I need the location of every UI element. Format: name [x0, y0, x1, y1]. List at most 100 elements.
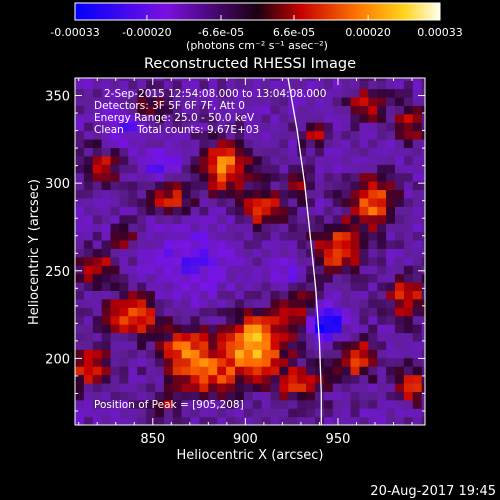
heatmap-cell — [252, 408, 263, 418]
heatmap-cell — [341, 307, 352, 317]
heatmap-cell — [75, 239, 85, 249]
heatmap-cell — [350, 181, 361, 191]
heatmap-cell — [252, 78, 263, 81]
heatmap-cell — [350, 391, 361, 401]
heatmap-cell — [110, 374, 121, 384]
heatmap-cell — [315, 122, 325, 132]
heatmap-cell — [128, 122, 138, 132]
heatmap-cell — [252, 80, 263, 90]
heatmap-cell — [137, 290, 147, 300]
heatmap-cell — [110, 172, 121, 182]
heatmap-cell — [172, 172, 183, 182]
heatmap-cell — [217, 223, 227, 233]
heatmap-cell — [172, 231, 183, 241]
heatmap-cell — [172, 357, 183, 367]
heatmap-cell — [163, 239, 174, 249]
heatmap-cell — [110, 88, 121, 98]
heatmap-cell — [350, 147, 361, 157]
heatmap-cell — [243, 256, 254, 266]
heatmap-cell — [288, 189, 298, 199]
heatmap-cell — [359, 80, 369, 90]
heatmap-cell — [403, 256, 414, 266]
heatmap-cell — [243, 80, 254, 90]
heatmap-cell — [181, 78, 192, 81]
heatmap-cell — [377, 147, 387, 157]
heatmap-cell — [323, 315, 334, 325]
heatmap-cell — [92, 223, 103, 233]
heatmap-cell — [146, 96, 156, 106]
heatmap-cell — [386, 382, 396, 392]
heatmap-cell — [261, 164, 272, 174]
heatmap-cell — [190, 80, 201, 90]
heatmap-cell — [306, 181, 316, 191]
heatmap-cell — [368, 206, 378, 216]
heatmap-cell — [368, 155, 378, 165]
heatmap-cell — [83, 391, 94, 401]
heatmap-cell — [350, 298, 361, 308]
heatmap-cell — [235, 416, 245, 425]
heatmap-cell — [181, 147, 192, 157]
heatmap-cell — [341, 340, 352, 350]
heatmap-cell — [163, 231, 174, 241]
heatmap-cell — [270, 290, 281, 300]
heatmap-cell — [368, 214, 378, 224]
heatmap-cell — [83, 181, 94, 191]
heatmap-cell — [217, 122, 227, 132]
heatmap-cell — [377, 138, 387, 148]
heatmap-cell — [288, 290, 298, 300]
heatmap-cell — [190, 256, 201, 266]
heatmap-cell — [386, 155, 396, 165]
heatmap-cell — [190, 357, 201, 367]
heatmap-cell — [421, 181, 425, 191]
solar-limb-line — [287, 78, 322, 425]
heatmap-cell — [297, 147, 307, 157]
heatmap-cell — [190, 223, 201, 233]
heatmap-cell — [377, 399, 387, 409]
heatmap-cell — [163, 374, 174, 384]
heatmap-cell — [235, 206, 245, 216]
heatmap-cell — [403, 239, 414, 249]
heatmap-cell — [288, 340, 298, 350]
heatmap-cell — [119, 399, 129, 409]
heatmap-cell — [155, 189, 165, 199]
heatmap-cell — [421, 315, 425, 325]
heatmap-cell — [377, 374, 387, 384]
heatmap-cell — [306, 105, 316, 115]
heatmap-cell — [315, 315, 325, 325]
heatmap-cell — [199, 113, 209, 123]
heatmap-cell — [261, 265, 272, 275]
heatmap-cell — [181, 96, 192, 106]
heatmap-cell — [110, 231, 121, 241]
heatmap-cell — [190, 138, 201, 148]
heatmap-cell — [92, 130, 103, 140]
heatmap-cell — [421, 130, 425, 140]
heatmap-cell — [226, 155, 236, 165]
heatmap-cell — [146, 357, 156, 367]
heatmap-cell — [172, 96, 183, 106]
heatmap-cell — [235, 80, 245, 90]
info-energy-range: Energy Range: 25.0 - 50.0 keV — [94, 112, 255, 124]
heatmap-cell — [163, 96, 174, 106]
heatmap-cell — [288, 357, 298, 367]
heatmap-cell — [252, 307, 263, 317]
heatmap-cell — [243, 416, 254, 425]
heatmap-cell — [270, 382, 281, 392]
heatmap-cell — [101, 366, 112, 376]
heatmap-cell — [297, 349, 307, 359]
heatmap-cell — [377, 206, 387, 216]
heatmap-cell — [323, 164, 334, 174]
heatmap-cell — [235, 189, 245, 199]
heatmap-cell — [235, 399, 245, 409]
heatmap-cell — [110, 155, 121, 165]
heatmap-cell — [243, 332, 254, 342]
heatmap-cell — [119, 223, 129, 233]
heatmap-cell — [110, 382, 121, 392]
heatmap-cell — [350, 138, 361, 148]
heatmap-cell — [297, 78, 307, 81]
heatmap-cell — [377, 78, 387, 81]
heatmap-cell — [279, 298, 289, 308]
heatmap-cell — [341, 172, 352, 182]
heatmap-cell — [377, 88, 387, 98]
heatmap-cell — [386, 273, 396, 283]
heatmap-cell — [208, 374, 218, 384]
